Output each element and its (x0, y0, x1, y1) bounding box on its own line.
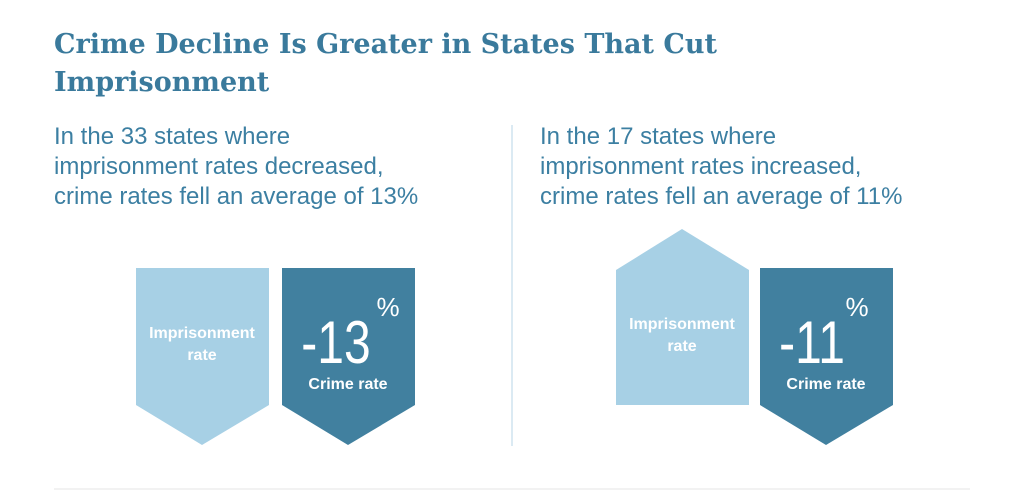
crime-value: -13 (301, 309, 370, 376)
label-line: Imprisonment (629, 316, 735, 333)
crime-arrow-down (760, 268, 893, 445)
crime-label: Crime rate (786, 376, 865, 393)
imprisonment-arrow-down (136, 268, 269, 445)
text-line: crime rates fell an average of 13% (54, 183, 419, 210)
imprisonment-arrow-up (616, 229, 749, 405)
crime-value: -11 (779, 309, 845, 376)
text-line: In the 17 states where (540, 123, 777, 150)
label-line: Imprisonment (149, 325, 255, 342)
crime-label: Crime rate (308, 376, 387, 393)
crime-unit: % (845, 292, 868, 322)
text-line: imprisonment rates increased, (540, 153, 862, 180)
label-line: rate (667, 338, 696, 355)
label-line: rate (187, 347, 216, 364)
title: Crime Decline Is Greater in States That … (54, 29, 718, 98)
crime-arrow-down (282, 268, 415, 445)
text-line: imprisonment rates decreased, (54, 153, 384, 180)
panel-text: In the 17 states where imprisonment rate… (540, 122, 902, 212)
text-line: crime rates fell an average of 11% (540, 183, 903, 210)
crime-unit: % (376, 292, 399, 322)
text-line: In the 33 states where (54, 123, 291, 150)
panel-text: In the 33 states where imprisonment rate… (54, 122, 418, 212)
